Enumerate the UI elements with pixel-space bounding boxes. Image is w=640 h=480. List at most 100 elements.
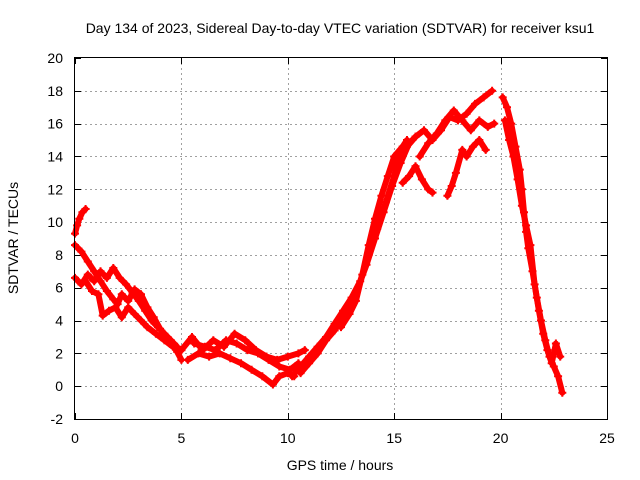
series-rise-c <box>338 143 406 331</box>
data-point <box>247 365 256 374</box>
data-point <box>526 241 535 250</box>
data-point <box>411 162 420 171</box>
data-point <box>288 372 297 381</box>
data-point <box>466 126 475 135</box>
data-point <box>428 188 437 197</box>
x-tick-label: 0 <box>71 430 79 446</box>
y-tick-label: 6 <box>55 280 63 296</box>
data-point <box>134 296 143 305</box>
data-point <box>424 185 433 194</box>
data-point <box>215 349 224 358</box>
data-point <box>458 145 467 154</box>
data-point <box>351 296 360 305</box>
data-point <box>377 191 386 200</box>
data-point <box>183 355 192 364</box>
data-point <box>143 323 152 332</box>
data-point <box>358 270 367 279</box>
data-point <box>383 172 392 181</box>
y-tick-label: 14 <box>47 148 63 164</box>
y-tick-label: 18 <box>47 83 63 99</box>
x-tick-label: 20 <box>493 430 509 446</box>
data-point <box>268 380 277 389</box>
data-point <box>420 126 428 135</box>
data-point <box>264 355 273 364</box>
data-point <box>130 310 139 318</box>
data-point <box>300 346 309 355</box>
data-point <box>503 103 511 112</box>
x-tick-label: 10 <box>280 430 296 446</box>
data-point <box>200 342 209 351</box>
data-point <box>534 306 543 315</box>
x-tick-label: 5 <box>178 430 186 446</box>
data-point <box>232 339 241 348</box>
data-point <box>505 136 514 144</box>
y-tick-label: 0 <box>55 378 63 394</box>
data-point <box>151 329 160 338</box>
data-point <box>141 306 150 315</box>
data-point <box>551 339 560 348</box>
data-point <box>543 346 552 355</box>
data-point <box>222 336 231 345</box>
data-point <box>77 247 86 256</box>
data-point <box>471 99 480 108</box>
data-point <box>128 288 137 297</box>
y-axis-label: SDTVAR / TECUs <box>5 182 21 294</box>
data-point <box>490 119 499 128</box>
data-point <box>330 326 339 335</box>
y-tick-label: 20 <box>47 50 63 66</box>
data-point <box>137 316 145 325</box>
axis-ticks: 0 5 10 15 20 25 -2 0 2 4 6 8 10 12 14 16 18 20 <box>47 50 615 446</box>
data-point <box>109 264 118 272</box>
data-point <box>488 86 497 95</box>
data-point <box>405 172 414 181</box>
data-point <box>237 359 245 368</box>
data-point <box>283 352 292 361</box>
data-point <box>102 273 111 282</box>
data-point <box>205 352 214 361</box>
x-tick-label: 15 <box>386 430 402 446</box>
x-axis-label: GPS time / hours <box>287 457 394 473</box>
y-tick-label: -2 <box>51 411 64 427</box>
data-point <box>117 290 126 299</box>
data-point <box>554 372 563 381</box>
data-point <box>168 342 177 351</box>
data-point <box>522 221 531 230</box>
data-point <box>285 365 294 374</box>
data-point <box>194 349 203 358</box>
data-point <box>75 214 84 223</box>
data-point <box>160 336 169 345</box>
data-point <box>241 336 250 345</box>
data-point <box>481 145 490 154</box>
data-point <box>539 329 548 338</box>
y-tick-label: 8 <box>55 247 63 263</box>
chart-title: Day 134 of 2023, Sidereal Day-to-day VTE… <box>86 20 595 36</box>
data-point <box>398 178 407 187</box>
data-point <box>117 313 126 322</box>
data-point <box>449 106 458 115</box>
data-point <box>415 152 424 161</box>
data-point <box>122 280 131 289</box>
data-series <box>71 86 567 397</box>
data-point <box>483 122 492 131</box>
data-point <box>275 372 284 381</box>
data-point <box>254 349 262 358</box>
data-point <box>258 372 267 381</box>
data-point <box>115 273 124 282</box>
data-point <box>305 359 314 368</box>
data-point <box>388 182 397 190</box>
data-point <box>154 323 162 332</box>
data-point <box>394 155 403 164</box>
data-point <box>371 214 379 223</box>
data-point <box>137 290 145 299</box>
data-point <box>111 303 120 312</box>
data-point <box>124 303 133 312</box>
data-point <box>177 346 186 355</box>
y-tick-label: 4 <box>55 313 63 329</box>
y-tick-label: 10 <box>47 214 63 230</box>
data-point <box>105 306 113 315</box>
data-point <box>345 310 354 318</box>
data-point <box>417 175 426 184</box>
data-point <box>275 362 284 371</box>
data-point <box>243 346 252 355</box>
